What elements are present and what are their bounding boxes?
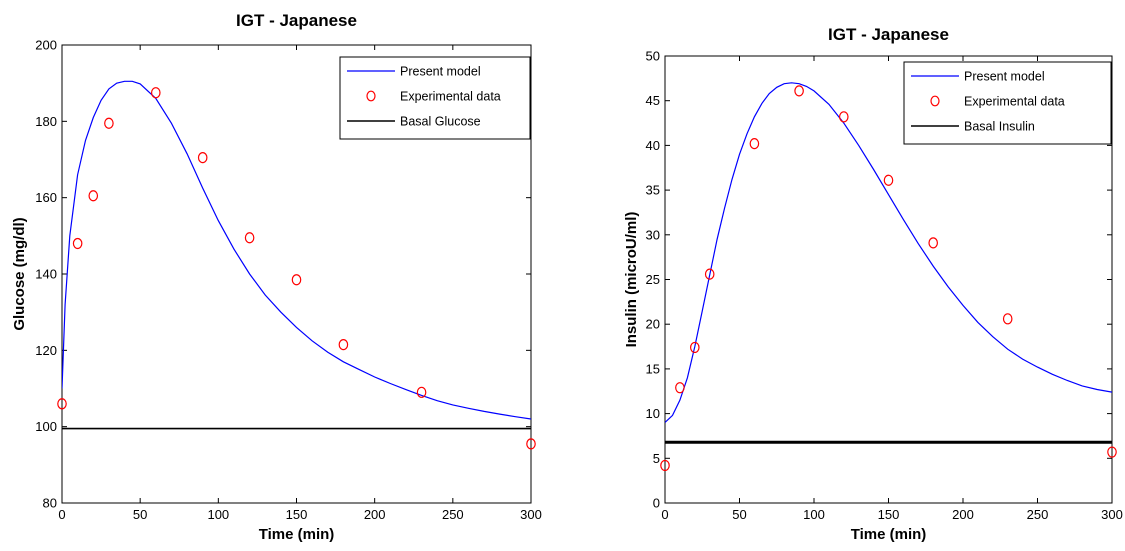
experimental-point [197,151,208,164]
x-tick-label: 50 [732,507,746,522]
experimental-point [291,274,302,286]
x-tick-label: 150 [286,507,308,522]
y-tick-label: 30 [646,227,660,242]
y-tick-label: 200 [35,38,57,53]
y-tick-label: 180 [35,114,57,129]
experimental-point [689,341,700,354]
y-tick-label: 45 [646,93,660,108]
experimental-point [57,398,67,410]
x-tick-label: 200 [952,507,974,522]
y-tick-label: 80 [43,496,57,511]
y-tick-label: 140 [35,267,57,282]
series-model-line [62,80,531,420]
x-tick-label: 100 [803,507,825,522]
x-tick-label: 0 [58,507,65,522]
experimental-point [72,237,83,250]
legend-label: Basal Glucose [400,115,481,129]
y-tick-label: 160 [35,190,57,205]
x-tick-label: 200 [364,507,386,522]
experimental-point [660,459,670,472]
y-axis-label: Glucose (mg/dl) [11,217,28,330]
experimental-point [794,85,804,97]
x-tick-label: 50 [133,507,147,522]
chart-title: IGT - Japanese [828,25,949,44]
x-tick-label: 300 [520,507,542,522]
experimental-point [749,138,760,150]
y-tick-label: 20 [646,317,660,332]
experimental-point [838,111,849,123]
legend-label: Present model [400,65,481,79]
x-tick-label: 250 [442,507,464,522]
experimental-point [416,386,427,398]
chart-2: IGT - Japanese 0 50 100 150 200 250 300 0 5 10 15 20… [623,25,1123,543]
legend-swatch-experimental [930,95,940,107]
legend-swatch-experimental [366,90,376,102]
experimental-point [88,190,99,202]
x-axis-label: Time (min) [851,526,927,543]
y-tick-label: 25 [646,272,660,287]
y-tick-label: 120 [35,343,57,358]
experimental-point [1107,446,1117,458]
x-tick-label: 0 [661,507,668,522]
legend-label: Present model [964,70,1045,84]
experimental-point [704,268,715,280]
y-axis-label: Insulin (microU/ml) [623,212,640,348]
x-tick-label: 100 [207,507,229,522]
y-tick-label: 10 [646,406,660,421]
x-tick-label: 250 [1027,507,1049,522]
y-tick-label: 0 [653,496,660,511]
experimental-point [526,438,536,450]
experimental-point [104,117,114,129]
legend-label: Experimental data [400,90,501,104]
legend-label: Basal Insulin [964,120,1035,134]
x-tick-label: 150 [878,507,900,522]
legend-label: Experimental data [964,95,1065,109]
legend: Present model Experimental data Basal Gluc… [339,56,531,140]
y-tick-label: 50 [646,49,660,64]
y-tick-label: 40 [646,138,660,153]
experimental-point [883,174,894,186]
experimental-point [1002,313,1013,325]
experimental-point [675,382,685,394]
y-tick-label: 5 [653,451,660,466]
chart-1: IGT - Japanese 0 50 100 150 200 250 300 80 100 120… [11,11,542,543]
legend: Present model Experimental data Basal Insu… [903,61,1112,145]
experimental-point [151,87,161,99]
experimental-point [338,339,349,351]
x-tick-label: 300 [1101,507,1123,522]
x-axis-label: Time (min) [259,526,335,543]
series-model-line [665,82,1112,423]
chart-title: IGT - Japanese [236,11,357,30]
y-tick-label: 100 [35,419,57,434]
y-tick-label: 15 [646,361,660,376]
experimental-point [928,237,938,249]
y-tick-label: 35 [646,183,660,198]
experimental-point [244,232,255,244]
